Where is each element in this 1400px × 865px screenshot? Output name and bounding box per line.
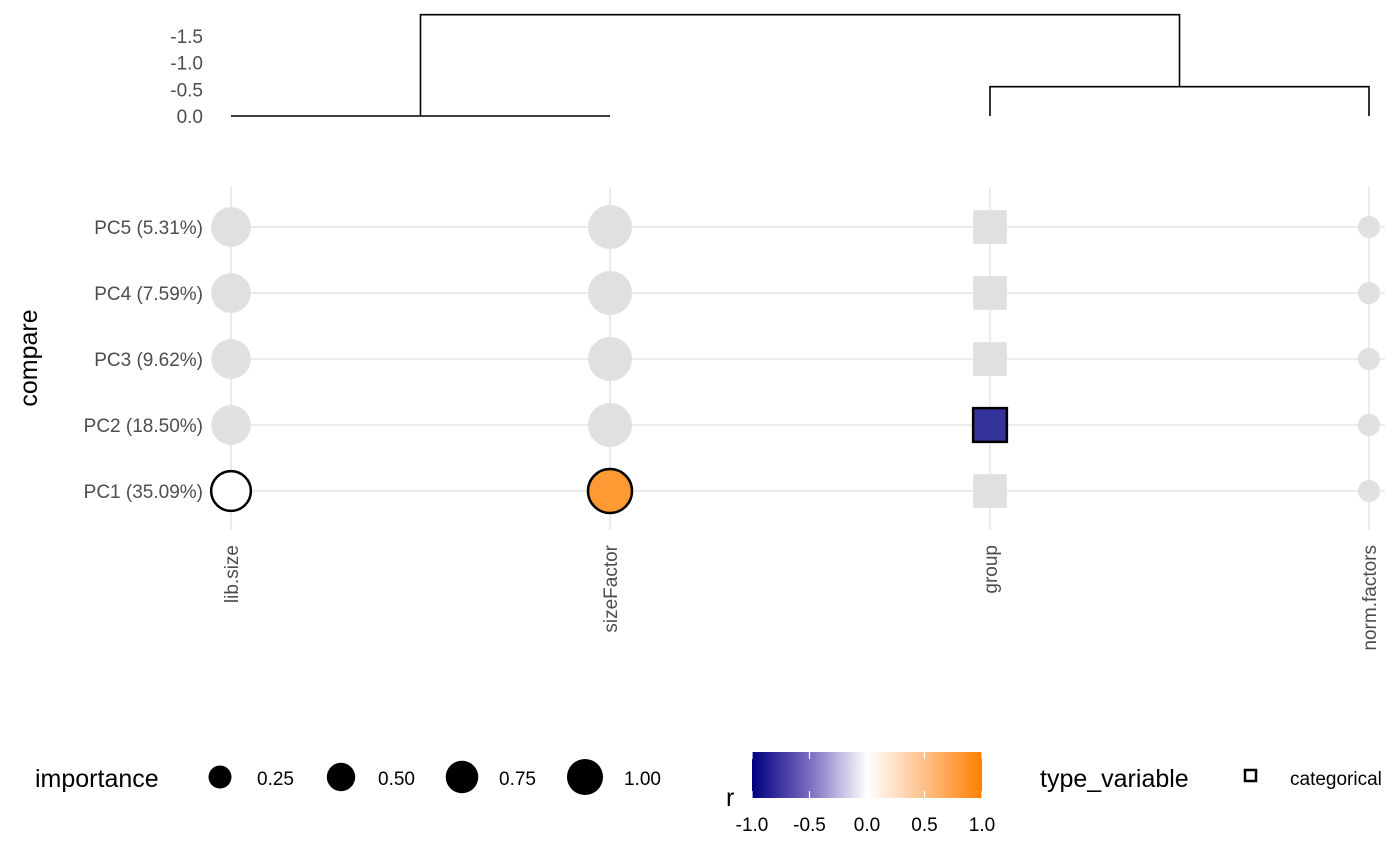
y-tick-label-pc3-9-62: PC3 (9.62%) bbox=[94, 350, 203, 371]
point-lib-size-pc2-18-50 bbox=[211, 405, 251, 445]
x-tick-label-lib-size: lib.size bbox=[222, 545, 243, 603]
point-norm-factors-pc5-5-31 bbox=[1357, 215, 1381, 239]
axes-layer: PC1 (35.09%) PC2 (18.50%) PC3 (9.62%) PC4 (… bbox=[15, 218, 1381, 651]
point-norm-factors-pc2-18-50 bbox=[1357, 413, 1381, 437]
y-axis-title: compare bbox=[15, 309, 43, 406]
legend-r-colorbar bbox=[752, 752, 982, 798]
point-norm-factors-pc3-9-62 bbox=[1357, 347, 1381, 371]
legend-importance-marker-0-25 bbox=[208, 765, 232, 789]
x-tick-label-norm-factors: norm.factors bbox=[1360, 545, 1381, 651]
legend-r-tick-label-0-5: 0.5 bbox=[911, 815, 937, 836]
point-sizefactor-pc5-5-31 bbox=[588, 205, 632, 249]
y-tick-label-pc2-18-50: PC2 (18.50%) bbox=[84, 416, 203, 437]
point-group-pc3-9-62 bbox=[973, 342, 1007, 376]
dendro-tick-label-0-0: 0.0 bbox=[177, 107, 203, 128]
point-lib-size-pc3-9-62 bbox=[211, 339, 251, 379]
dendro-branch-root bbox=[419, 13, 1181, 116]
y-tick-label-pc5-5-31: PC5 (5.31%) bbox=[94, 218, 203, 239]
points-layer bbox=[209, 205, 1381, 515]
legend-importance-marker-0-50 bbox=[326, 762, 356, 792]
x-tick-label-group: group bbox=[981, 545, 1002, 594]
legend: importance 0.25 0.50 0.75 1.00 -1.0 -0.5 0.0 0.5… bbox=[35, 752, 1382, 836]
point-sizefactor-pc3-9-62 bbox=[588, 337, 632, 381]
point-sizefactor-pc2-18-50 bbox=[588, 403, 632, 447]
point-group-pc2-18-50 bbox=[971, 406, 1009, 444]
dendro-tick-label-1-5: -1.5 bbox=[170, 27, 203, 48]
dendro-branch-2 bbox=[989, 85, 1370, 116]
grid-layer bbox=[215, 187, 1385, 530]
legend-importance-label-0-75: 0.75 bbox=[499, 769, 536, 790]
legend-importance-label-0-50: 0.50 bbox=[378, 769, 415, 790]
dendro-tick-label-0-5: -0.5 bbox=[170, 80, 203, 101]
dendrogram: -1.5 -1.0 -0.5 0.0 bbox=[170, 13, 1370, 128]
dendro-tick-label-1-0: -1.0 bbox=[170, 54, 203, 75]
legend-r-tick-label-1-0: 1.0 bbox=[969, 815, 995, 836]
point-lib-size-pc5-5-31 bbox=[211, 207, 251, 247]
point-norm-factors-pc1-35-09 bbox=[1357, 479, 1381, 503]
point-lib-size-pc1-35-09 bbox=[209, 469, 253, 513]
legend-type-label-categorical: categorical bbox=[1290, 769, 1382, 790]
legend-importance-marker-0-75 bbox=[445, 760, 479, 794]
legend-importance-label-0-25: 0.25 bbox=[257, 769, 294, 790]
legend-r-tick-label-0-0: 0.0 bbox=[854, 815, 880, 836]
legend-importance-label-1-00: 1.00 bbox=[624, 769, 661, 790]
legend-type-marker-categorical bbox=[1243, 768, 1258, 783]
point-sizefactor-pc4-7-59 bbox=[588, 271, 632, 315]
legend-importance-title: importance bbox=[35, 765, 159, 793]
point-norm-factors-pc4-7-59 bbox=[1357, 281, 1381, 305]
point-group-pc5-5-31 bbox=[973, 210, 1007, 244]
legend-importance-marker-1-00 bbox=[566, 758, 604, 796]
y-tick-label-pc4-7-59: PC4 (7.59%) bbox=[94, 284, 203, 305]
legend-r-tick-label-0-5: -0.5 bbox=[793, 815, 826, 836]
x-tick-label-sizefactor: sizeFactor bbox=[601, 544, 622, 632]
point-group-pc1-35-09 bbox=[973, 474, 1007, 508]
y-tick-label-pc1-35-09: PC1 (35.09%) bbox=[84, 482, 203, 503]
legend-type-title: type_variable bbox=[1040, 765, 1189, 793]
legend-r-title: r bbox=[726, 784, 734, 812]
point-group-pc4-7-59 bbox=[973, 276, 1007, 310]
point-sizefactor-pc1-35-09 bbox=[586, 467, 634, 515]
legend-r-tick-label-1-0: -1.0 bbox=[736, 815, 769, 836]
point-lib-size-pc4-7-59 bbox=[211, 273, 251, 313]
